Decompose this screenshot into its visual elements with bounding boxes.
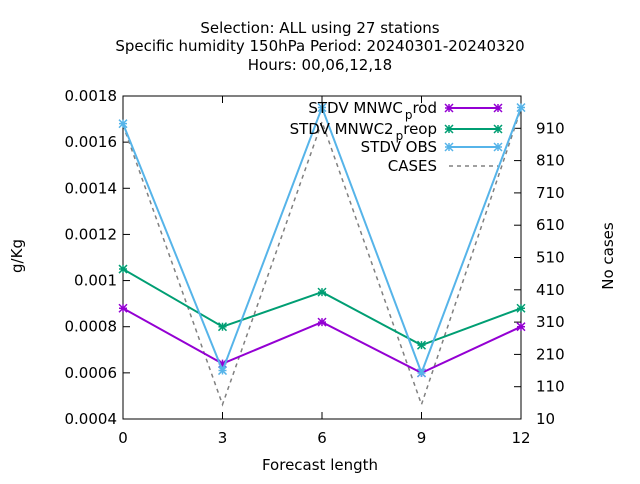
legend-marker: [444, 142, 454, 152]
data-point: [416, 340, 427, 350]
data-point: [317, 103, 327, 113]
legend-label-sub: p: [396, 129, 404, 143]
legend-label-main: STDV OBS: [361, 138, 437, 156]
y2-tick-label: 610: [536, 216, 565, 234]
legend-label: STDV MNWC prod: [308, 99, 437, 122]
y2-tick-label: 510: [536, 249, 565, 267]
legend-label-tail: reop: [403, 120, 437, 138]
y2-tick-label: 410: [536, 281, 565, 299]
x-tick-label: 0: [118, 429, 128, 447]
x-tick-label: 12: [511, 429, 530, 447]
x-tick-label: 9: [417, 429, 427, 447]
y2-tick-label: 810: [536, 152, 565, 170]
legend-label: STDV OBS: [361, 138, 437, 156]
legend-label-sub: p: [405, 108, 413, 122]
legend-label: STDV MNWC2 preop: [290, 120, 437, 143]
legend-marker: [444, 103, 454, 113]
y2-tick-label: 710: [536, 184, 565, 202]
data-point: [516, 103, 526, 113]
x-axis-label: Forecast length: [262, 456, 378, 474]
y-tick-label: 0.0014: [65, 179, 118, 197]
plot-border: [122, 95, 522, 420]
data-point: [217, 359, 228, 369]
y2-tick-label: 910: [536, 119, 565, 137]
legend-marker: [493, 142, 503, 152]
x-tick-label: 3: [218, 429, 228, 447]
y-tick-label: 0.001: [74, 272, 117, 290]
y2-tick-label: 310: [536, 313, 565, 331]
legend-marker: [493, 124, 503, 134]
data-point: [118, 303, 128, 313]
y-axis-label: g/Kg: [8, 239, 26, 273]
data-point: [516, 322, 526, 332]
y2-axis-label: No cases: [599, 222, 617, 290]
plot-area: 0.0004 0.0006 0.0008 0.001 0.0012 0.0014 0.001…: [65, 87, 565, 447]
y-tick-label: 0.0016: [65, 133, 118, 151]
legend-label-main: STDV MNWC2: [290, 120, 394, 138]
chart-title: Selection: ALL using 27 stations Specifi…: [115, 19, 524, 74]
title-line-3: Hours: 00,06,12,18: [248, 56, 392, 74]
y-tick-label: 0.0018: [65, 87, 118, 105]
y2-tick-label: 110: [536, 378, 565, 396]
legend-label-tail: rod: [412, 99, 437, 117]
legend-label-main: CASES: [388, 157, 437, 175]
series-line: [122, 108, 522, 407]
data-point: [217, 322, 228, 332]
y2-tick-label: 210: [536, 345, 565, 363]
y2-tick-label: 10: [536, 410, 555, 428]
data-point: [317, 317, 327, 327]
data-point: [118, 264, 128, 274]
title-line-1: Selection: ALL using 27 stations: [200, 19, 439, 37]
legend-marker: [493, 103, 503, 113]
series-line: [122, 307, 522, 374]
y-tick-label: 0.0004: [65, 410, 118, 428]
y-tick-label: 0.0012: [65, 225, 118, 243]
data-point: [416, 368, 427, 378]
data-point: [118, 119, 128, 129]
data-point: [217, 366, 228, 376]
y-tick-label: 0.0008: [65, 318, 118, 336]
legend-label-main: STDV MNWC: [308, 99, 402, 117]
data-point: [516, 303, 526, 313]
y-tick-label: 0.0006: [65, 364, 118, 382]
legend-label: CASES: [388, 157, 437, 175]
title-line-2: Specific humidity 150hPa Period: 2024030…: [115, 37, 524, 55]
series-line: [122, 268, 522, 347]
x-tick-label: 6: [317, 429, 327, 447]
data-point: [317, 287, 327, 297]
legend-marker: [444, 124, 454, 134]
